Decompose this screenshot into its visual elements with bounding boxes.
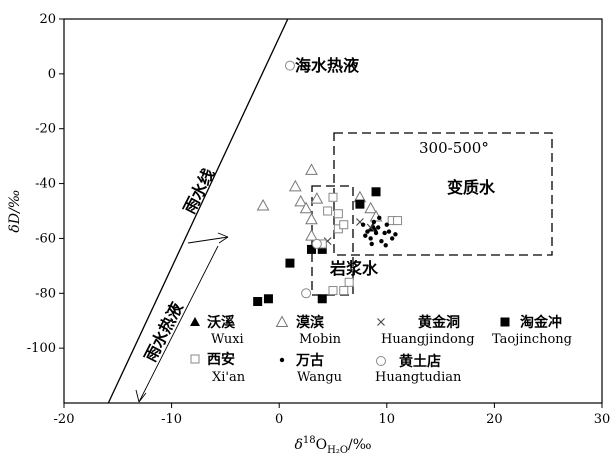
legend-marker-cross [377,318,385,326]
data-point-open-triangle [310,192,324,204]
legend-label-zh: 黄土店 [399,353,441,370]
data-point-open-square [328,286,338,296]
legend-label-zh: 黄金洞 [418,314,460,331]
data-point-filled-square [306,244,316,254]
legend-marker-filled-triangle [190,317,200,326]
y-tick-label: 0 [48,67,56,82]
data-points [253,60,403,307]
y-tick-label: -60 [35,231,56,246]
data-point-dot [377,215,382,221]
data-point-dot [383,243,388,248]
data-point-dot [384,222,389,227]
x-tick-label: 0 [275,412,283,427]
data-point-open-square [333,209,343,219]
plot-area [63,18,603,404]
data-point-open-square [339,286,349,296]
legend-label-en: Wuxi [211,332,244,347]
y-axis-title: δD/‰ [7,189,23,232]
data-point-open-triangle [305,212,318,225]
legend-marker-open-square [190,354,200,364]
data-point-filled-square [263,294,273,304]
legend-label-zh: 万古 [295,352,324,369]
legend-label-en: Huangtudian [375,370,462,385]
meteoric-water-line-label: 雨水线 [180,165,219,216]
x-axis-ticks: -20 -10 0 10 20 30 [54,403,611,427]
x-axis-title: δ18OH₂O/‰ [294,435,371,456]
horizontal-arrow-line [187,236,229,244]
data-point-dot [360,222,366,227]
data-point-dot [363,233,368,238]
legend-marker-open-circle [376,356,386,366]
legend-label-en: Wangu [297,370,342,385]
x-tick-label: 30 [594,412,611,427]
seawater-hydrothermal-label: 海水热液 [295,56,360,75]
data-point-dot [375,225,381,230]
legend-label-zh: 西安 [207,351,235,368]
data-point-open-square [323,206,333,216]
data-point-filled-square [371,187,381,197]
data-point-open-triangle [305,163,318,175]
legend-marker-dot [279,357,285,363]
meteoric-hydrothermal-arrow-line [138,245,219,403]
y-tick-label: -100 [27,341,56,356]
horizontal-arrowhead [217,232,229,244]
data-point-dot [371,219,377,225]
legend-label-en: Xi'an [212,370,246,385]
data-point-dot [393,232,398,237]
meteoric-water-line [107,19,289,403]
data-point-filled-square [253,297,263,307]
data-point-open-triangle [288,179,302,192]
data-point-open-square [393,216,403,226]
data-point-dot [368,236,373,241]
data-point-open-circle [301,288,312,299]
data-point-dot [373,230,379,236]
data-point-open-circle [311,238,322,249]
data-point-open-square [339,220,349,230]
meteoric-arrowhead-bottom [135,389,147,403]
temperature-range-label: 300-500° [419,139,489,157]
data-point-open-triangle [305,229,318,241]
data-point-dot [386,229,392,234]
y-tick-label: -20 [35,122,56,137]
x-tick-label: -20 [54,412,75,427]
legend-marker-open-triangle [275,315,289,327]
data-point-open-triangle [294,194,308,207]
data-point-open-circle [284,60,295,71]
y-tick-label: 20 [39,12,56,27]
meteoric-hydrothermal-label: 雨水热液 [141,298,187,365]
data-point-open-triangle [364,201,378,214]
legend-label-en: Huangjindong [381,332,475,347]
magmatic-water-label: 岩浆水 [329,259,379,278]
legend-label-zh: 淘金冲 [520,314,562,331]
legend-label-zh: 沃溪 [207,314,236,331]
data-point-filled-square [285,258,295,268]
y-tick-label: -40 [35,177,56,192]
data-point-open-triangle [299,201,313,214]
legend-marker-filled-square [500,317,510,327]
y-axis-ticks: -100 -80 -60 -40 -20 0 20 [27,12,64,356]
data-point-dot [379,238,384,244]
data-point-dot [382,230,387,236]
legend-label-en: Taojinchong [492,332,572,347]
data-point-filled-square [317,244,327,254]
data-point-filled-square [355,199,365,209]
data-point-open-square [344,277,354,287]
legend-label-en: Mobin [299,332,342,347]
legend-label-zh: 漠滨 [296,314,324,331]
data-point-dot [369,241,374,247]
data-point-open-triangle [256,198,270,211]
data-point-filled-square [317,294,327,304]
data-point-filled-triangle [367,222,378,232]
data-point-dot [389,236,395,241]
x-tick-label: -10 [161,412,182,427]
metamorphic-water-label: 变质水 [447,178,496,197]
y-tick-label: -80 [35,286,56,301]
x-tick-label: 20 [486,412,503,427]
data-point-dot [365,229,370,234]
data-point-open-square [328,192,338,202]
x-tick-label: 10 [379,412,396,427]
